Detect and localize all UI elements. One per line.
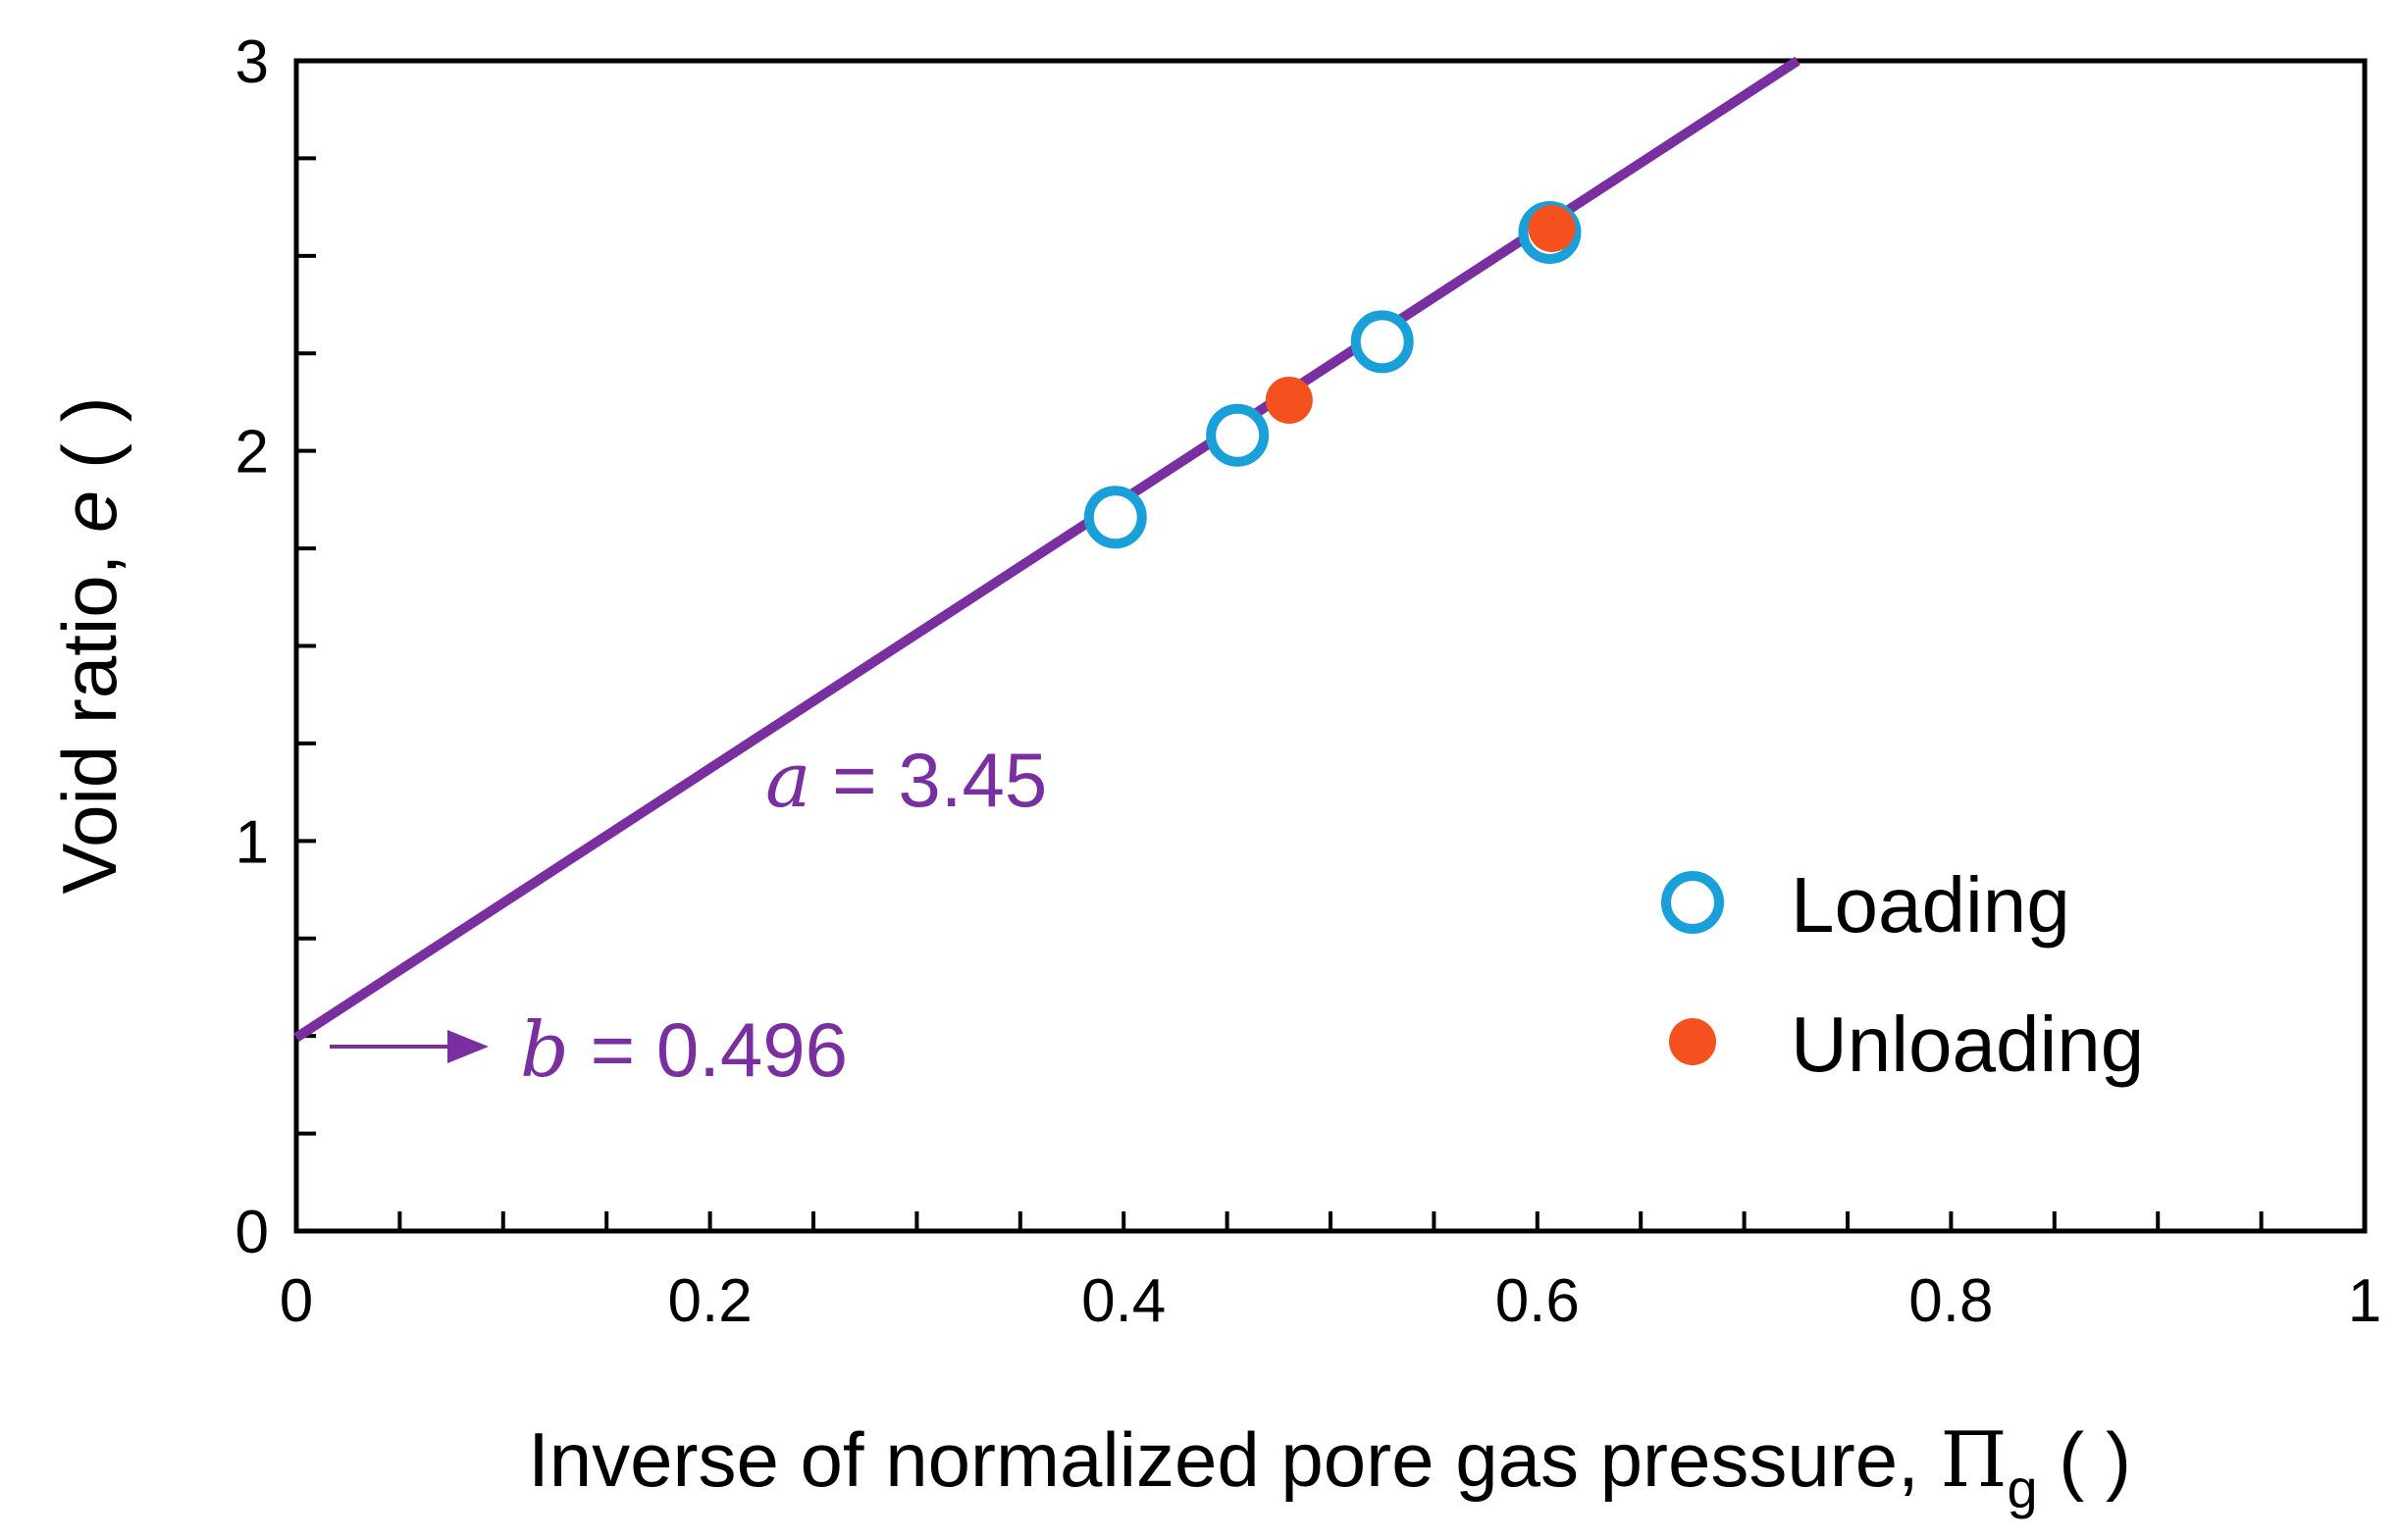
y-axis-title-var: e: [46, 490, 132, 533]
x-axis-title: Inverse of normalized pore gas pressure,…: [528, 1416, 2131, 1519]
x-tick-label: 0: [280, 1267, 313, 1335]
slope-annotation: a = 3.45: [765, 737, 1047, 825]
data-points: [1083, 200, 1582, 549]
slope-var: a: [765, 737, 811, 825]
y-axis-title-suffix: ( ): [46, 396, 132, 489]
tick-labels: 0 0.2 0.4 0.6 0.8 1 0 1 2 3: [235, 28, 2382, 1335]
unloading-point: [1528, 204, 1576, 252]
intercept-annotation: b = 0.496: [520, 1006, 848, 1095]
y-tick-label: 3: [235, 28, 269, 96]
loading-point: [1083, 486, 1147, 549]
legend-loading-marker: [1661, 871, 1724, 934]
x-tick-label: 0.8: [1908, 1267, 1993, 1335]
fit-line: [293, 56, 1801, 1042]
x-tick-label: 0.6: [1495, 1267, 1580, 1335]
x-axis-title-text: Inverse of normalized pore gas pressure,: [528, 1416, 1940, 1503]
minor-ticks: [296, 156, 2264, 1231]
loading-point: [1206, 403, 1270, 467]
x-tick-label: 1: [2348, 1267, 2381, 1335]
x-axis-title-subscript: g: [2007, 1458, 2037, 1519]
x-tick-label: 0.2: [667, 1267, 752, 1335]
x-axis-title-symbol: Π: [1940, 1416, 2007, 1505]
legend-unloading-label: Unloading: [1791, 1001, 2144, 1088]
legend-loading-label: Loading: [1791, 861, 2070, 949]
intercept-value: = 0.496: [569, 1006, 848, 1093]
legend: Loading Unloading: [1661, 861, 2144, 1088]
unloading-point: [1265, 376, 1313, 424]
legend-unloading-marker: [1669, 1018, 1716, 1065]
x-axis-title-suffix: ( ): [2038, 1416, 2131, 1503]
intercept-var: b: [520, 1006, 569, 1095]
intercept-arrowhead: [447, 1030, 489, 1063]
y-tick-label: 2: [235, 419, 269, 487]
y-tick-label: 0: [235, 1199, 269, 1266]
x-tick-label: 0.4: [1081, 1267, 1166, 1335]
y-axis-title-text: Void ratio,: [46, 533, 132, 895]
y-axis-title: Void ratio, e ( ): [46, 396, 132, 894]
loading-point: [1350, 310, 1414, 374]
y-tick-label: 1: [235, 808, 269, 876]
slope-value: = 3.45: [811, 737, 1048, 823]
